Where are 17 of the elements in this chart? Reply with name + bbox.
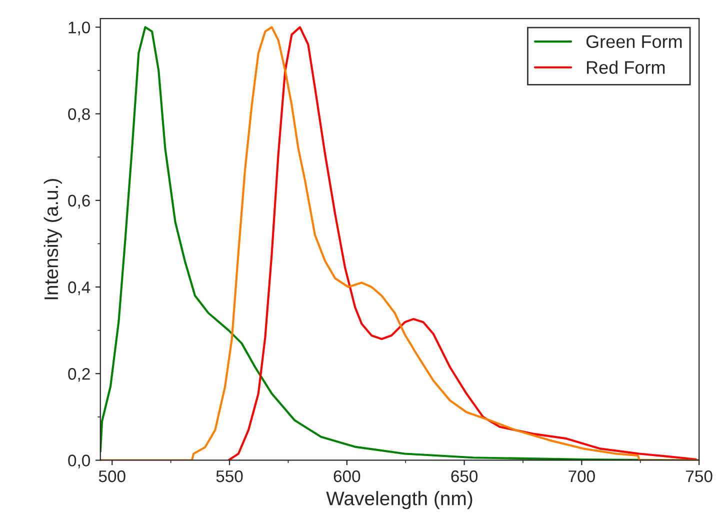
x-tick-label: 650 bbox=[451, 470, 478, 482]
x-tick-label: 550 bbox=[216, 470, 243, 482]
x-tick-label: 700 bbox=[568, 470, 595, 482]
y-tick-label: 0,2 bbox=[68, 368, 90, 382]
legend-label: Red Form bbox=[586, 60, 665, 74]
line-series bbox=[228, 26, 698, 460]
y-tick-label: 0,0 bbox=[68, 454, 90, 468]
y-axis-title: Intensity (a.u.) bbox=[44, 178, 62, 300]
legend-label: Green Form bbox=[586, 35, 682, 48]
x-tick-label: 500 bbox=[98, 470, 126, 482]
y-tick-label: 0,8 bbox=[68, 108, 90, 122]
x-tick-label: 600 bbox=[334, 470, 360, 482]
x-tick-label: 750 bbox=[686, 470, 712, 482]
y-tick-label: 1,0 bbox=[68, 22, 90, 36]
y-tick-label: 0,4 bbox=[68, 281, 90, 296]
x-axis-title: Wavelength (nm) bbox=[326, 491, 472, 510]
y-tick-label: 0,6 bbox=[68, 194, 90, 209]
